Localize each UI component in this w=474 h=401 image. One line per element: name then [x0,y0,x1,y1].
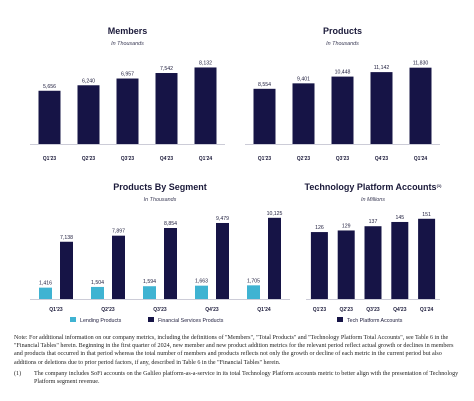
chart-title: Products [323,26,362,36]
data-label: 10,125 [267,211,283,217]
data-label: 9,401 [297,76,310,82]
note-paragraph: Note: For additional information on our … [14,335,454,366]
data-label: 1,416 [39,281,52,287]
x-tick-label: Q1'24 [199,156,213,162]
footnote-text: The company includes SoFi accounts on th… [34,370,459,386]
x-tick-label: Q1'23 [313,307,327,313]
bar [418,218,436,299]
bar-financial-services [164,228,177,299]
bar-financial-services [60,241,73,299]
x-tick-label: Q3'23 [336,156,350,162]
x-tick-label: Q1'23 [258,156,272,162]
x-tick-label: Q4'23 [375,156,389,162]
x-tick-label: Q3'23 [121,156,135,162]
bar-lending [39,287,52,299]
data-label: 1,663 [195,279,208,285]
x-tick-label: Q2'23 [101,307,115,313]
x-tick-label: Q4'23 [393,307,407,313]
legend-label: Financial Services Products [158,318,224,324]
data-label: 8,554 [258,82,271,88]
chart-subtitle: In Thousands [111,41,144,47]
bar-financial-services [112,235,125,299]
bar-lending [247,285,260,299]
data-label: 145 [395,215,404,221]
x-tick-label: Q4'23 [160,156,174,162]
bar [253,88,276,144]
data-label: 11,830 [413,61,429,67]
charts-canvas: Members In Thousands Q1'23 5,656 Q2'23 6,240 Q… [30,26,443,324]
data-label: 5,656 [43,84,56,90]
bar [331,76,354,144]
chart-title: Products By Segment [113,182,207,192]
data-label: 6,240 [82,78,95,84]
bar-lending [143,286,156,299]
data-label: 8,132 [199,60,212,66]
x-tick-label: Q2'23 [297,156,311,162]
x-tick-label: Q1'24 [420,307,434,313]
chart-subtitle: In Millions [361,197,385,203]
notes-section: Note: For additional information on our … [14,334,462,386]
x-tick-label: Q1'24 [257,307,271,313]
x-tick-label: Q1'24 [414,156,428,162]
data-label: 1,594 [143,279,156,285]
bar-lending [91,286,104,299]
legend-swatch [148,317,154,322]
x-tick-label: Q3'23 [366,307,380,313]
bar [194,67,217,144]
bar [310,232,328,299]
bar [292,83,315,144]
x-tick-label: Q3'23 [153,307,167,313]
bar [77,85,100,144]
bar [391,221,409,299]
data-label: 7,542 [160,66,173,72]
data-label: 6,957 [121,72,134,78]
data-label: 126 [315,225,324,231]
bar [370,72,393,144]
bar-financial-services [216,222,229,299]
bar [409,67,432,144]
data-label: 8,854 [164,221,177,227]
bar [364,226,382,299]
data-label: 129 [342,223,351,229]
chart-subtitle: In Thousands [144,197,177,203]
bar [155,73,178,144]
x-tick-label: Q2'23 [339,307,353,313]
data-label: 151 [422,212,431,218]
chart-title-superscript: (1) [437,183,443,188]
legend-label: Lending Products [80,318,122,324]
data-label: 1,705 [247,278,260,284]
footnote: (1) The company includes SoFi accounts o… [14,370,462,386]
footnote-number: (1) [14,370,22,377]
bar-lending [195,285,208,299]
bar [337,230,355,299]
legend-label: Tech Platform Accounts [347,318,403,324]
data-label: 9,479 [216,216,229,222]
data-label: 11,142 [374,65,390,71]
data-label: 7,138 [60,235,73,241]
data-label: 1,504 [91,280,104,286]
legend-swatch [337,317,343,322]
legend-swatch [70,317,76,322]
data-label: 137 [369,219,378,225]
x-tick-label: Q4'23 [205,307,219,313]
x-tick-label: Q2'23 [82,156,96,162]
chart-subtitle: In Thousands [326,41,359,47]
bar [38,90,61,144]
chart-title: Technology Platform Accounts(1) [305,182,443,192]
bar [116,78,139,144]
chart-title: Members [108,26,148,36]
data-label: 7,897 [112,229,125,235]
bar-financial-services [268,217,281,299]
data-label: 10,448 [335,70,351,76]
x-tick-label: Q1'23 [43,156,57,162]
x-tick-label: Q1'23 [49,307,63,313]
